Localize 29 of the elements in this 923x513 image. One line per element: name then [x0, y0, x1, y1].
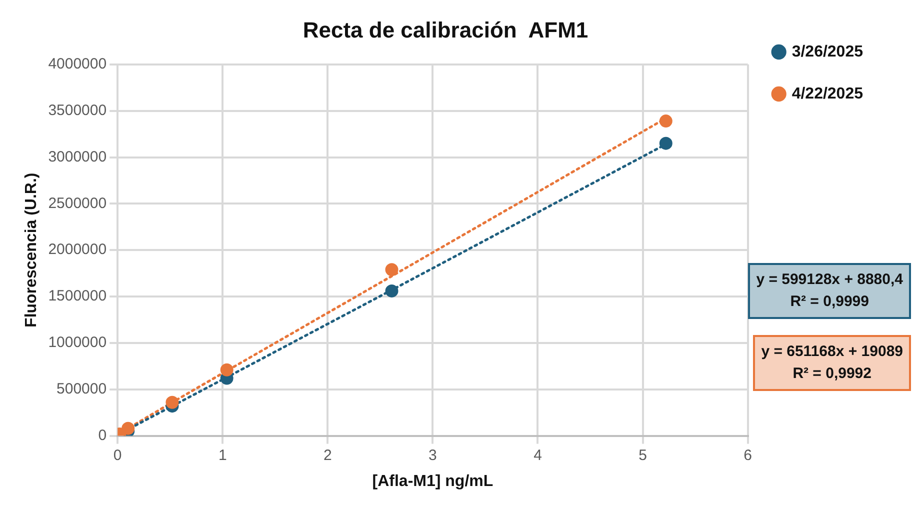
y-axis-title: Fluorescencia (U.R.)	[23, 172, 40, 328]
y-tick-label: 2000000	[48, 241, 107, 258]
y-tick-label: 500000	[56, 380, 107, 398]
x-tick-label: 5	[638, 446, 647, 464]
x-tick-label: 4	[534, 446, 542, 464]
y-tick-label: 0	[98, 426, 107, 444]
chart-title: Recta de calibración AFM1	[302, 17, 588, 42]
x-tick-label: 3	[428, 446, 437, 464]
y-tick-label: 4000000	[48, 56, 107, 73]
point	[166, 396, 179, 409]
y-tick-label: 2500000	[48, 194, 107, 212]
point	[659, 114, 672, 128]
x-tick-label: 0	[113, 446, 122, 464]
text: y = 599128x + 8880,4 R² = 0,9999	[748, 263, 911, 319]
y-tick-label: 1000000	[48, 334, 107, 352]
y-tick-label: 3000000	[48, 148, 107, 166]
text: y = 651168x + 19089 R² = 0,9992	[753, 335, 911, 391]
point	[220, 363, 234, 376]
x-tick-label: 1	[218, 446, 227, 464]
y-tick-label: 1500000	[48, 288, 107, 305]
point	[659, 136, 672, 150]
legend-label: 4/22/2025	[792, 85, 864, 102]
x-axis-title: [Afla-M1] ng/mL	[372, 472, 494, 490]
point	[385, 263, 398, 276]
legend-label: 3/26/2025	[792, 43, 864, 60]
y-tick-label: 3500000	[48, 102, 107, 119]
x-tick-label: 2	[324, 446, 332, 464]
x-tick-label: 6	[744, 446, 752, 464]
point	[385, 284, 398, 298]
